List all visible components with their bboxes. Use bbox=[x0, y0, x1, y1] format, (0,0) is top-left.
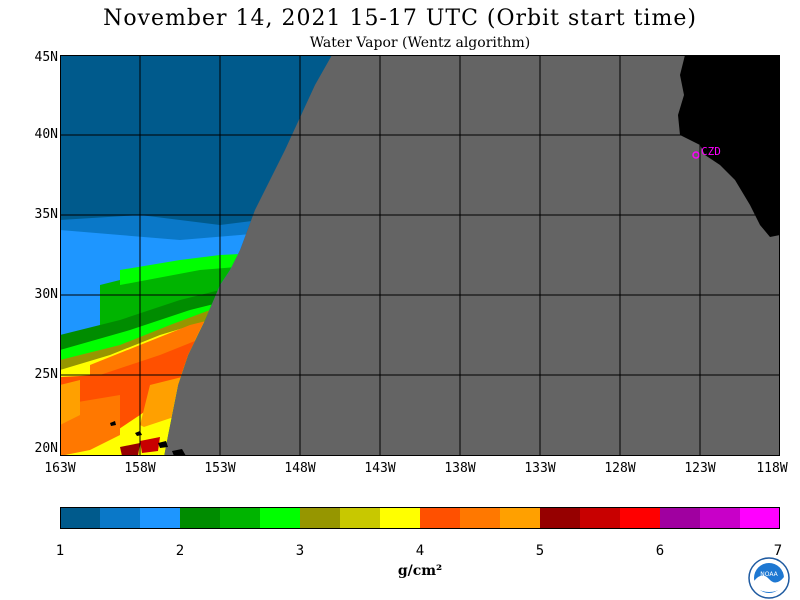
lat-label-20n: 20N bbox=[34, 441, 58, 456]
island-hawaii bbox=[172, 449, 186, 456]
lon-label-163w: 163W bbox=[44, 461, 76, 476]
colorbar-swatch bbox=[500, 507, 541, 529]
station-label: CZD bbox=[701, 145, 721, 158]
colorbar-swatch bbox=[620, 507, 661, 529]
colorbar-units: g/cm² bbox=[397, 563, 443, 579]
map-title: November 14, 2021 15-17 UTC (Orbit start… bbox=[103, 6, 697, 31]
colorbar-swatch bbox=[180, 507, 221, 529]
colorbar-swatch bbox=[340, 507, 381, 529]
graticule bbox=[60, 55, 780, 456]
colorbar-swatch bbox=[700, 507, 741, 529]
colorbar-tick-1: 1 bbox=[55, 543, 65, 559]
lat-label-35n: 35N bbox=[34, 207, 58, 222]
map-subtitle: Water Vapor (Wentz algorithm) bbox=[309, 35, 531, 51]
island-maui bbox=[158, 441, 168, 448]
lon-label-118w: 118W bbox=[756, 461, 788, 476]
colorbar-swatch bbox=[100, 507, 141, 529]
island-kauai bbox=[110, 421, 116, 426]
lon-label-158w: 158W bbox=[124, 461, 156, 476]
colorbar-swatch bbox=[60, 507, 101, 529]
lat-label-30n: 30N bbox=[34, 287, 58, 302]
map-border bbox=[60, 55, 780, 456]
lon-label-153w: 153W bbox=[204, 461, 236, 476]
colorbar-swatch bbox=[300, 507, 341, 529]
lat-label-45n: 45N bbox=[34, 50, 58, 65]
colorbar-segments bbox=[60, 507, 780, 529]
colorbar-swatch bbox=[740, 507, 780, 529]
colorbar-tick-2: 2 bbox=[175, 543, 185, 559]
colorbar-tick-6: 6 bbox=[655, 543, 665, 559]
colorbar-border bbox=[60, 507, 780, 529]
lat-label-25n: 25N bbox=[34, 367, 58, 382]
colorbar-tick-3: 3 bbox=[295, 543, 305, 559]
noaa-logo-icon: NOAA bbox=[748, 557, 790, 599]
lon-label-143w: 143W bbox=[364, 461, 396, 476]
colorbar-swatch bbox=[540, 507, 581, 529]
logo-text: NOAA bbox=[760, 571, 778, 578]
colorbar-swatch bbox=[140, 507, 181, 529]
lon-label-128w: 128W bbox=[604, 461, 636, 476]
colorbar-swatch bbox=[220, 507, 261, 529]
colorbar bbox=[60, 507, 780, 529]
colorbar-swatch bbox=[420, 507, 461, 529]
land-north-america bbox=[678, 55, 780, 237]
water-vapor-map: CZD bbox=[60, 55, 780, 456]
lon-label-138w: 138W bbox=[444, 461, 476, 476]
colorbar-tick-7: 7 bbox=[773, 543, 783, 559]
colorbar-tick-5: 5 bbox=[535, 543, 545, 559]
lon-label-133w: 133W bbox=[524, 461, 556, 476]
station-marker bbox=[692, 151, 700, 159]
lon-label-123w: 123W bbox=[684, 461, 716, 476]
colorbar-swatch bbox=[580, 507, 621, 529]
lon-label-148w: 148W bbox=[284, 461, 316, 476]
colorbar-swatch bbox=[380, 507, 421, 529]
lat-label-40n: 40N bbox=[34, 127, 58, 142]
colorbar-swatch bbox=[260, 507, 301, 529]
colorbar-tick-4: 4 bbox=[415, 543, 425, 559]
colorbar-swatch bbox=[460, 507, 501, 529]
colorbar-swatch bbox=[660, 507, 701, 529]
